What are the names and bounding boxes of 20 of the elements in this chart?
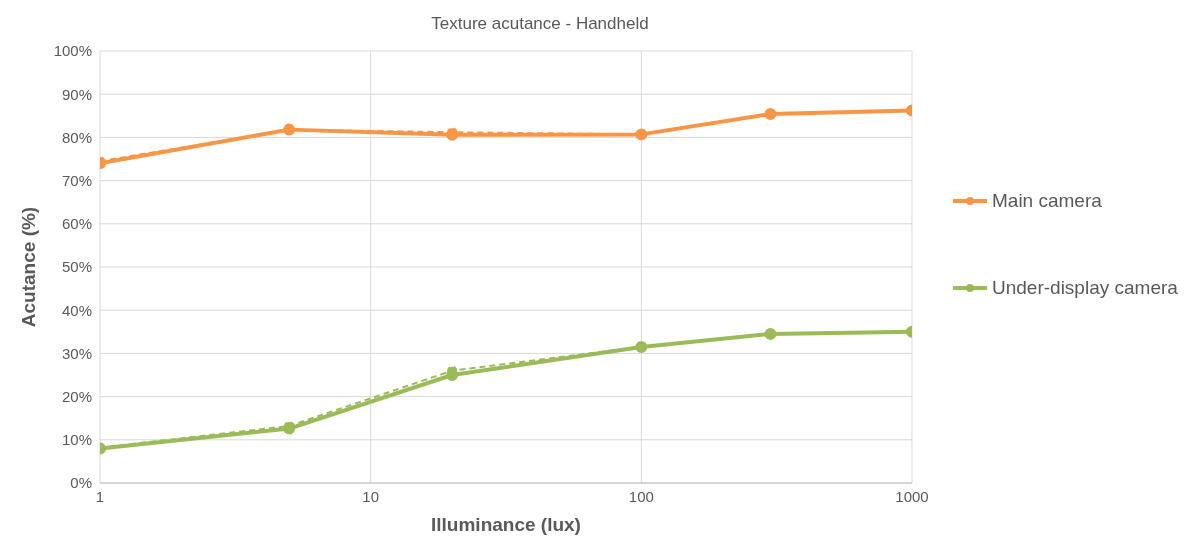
chart-title: Texture acutance - Handheld [430, 14, 650, 34]
y-tick-label: 20% [61, 387, 92, 405]
y-tick-label: 70% [61, 171, 92, 189]
x-axis-title: Illuminance (lux) [431, 514, 581, 535]
x-tick-label: 1 [95, 487, 105, 505]
y-tick-label: 0% [70, 474, 92, 492]
legend-label: Main camera [992, 190, 1102, 213]
y-tick-label: 40% [61, 301, 92, 319]
y-tick-label: 30% [61, 344, 92, 362]
x-tick-label: 1000 [895, 487, 929, 505]
y-axis-title: Acutance (%) [17, 206, 39, 328]
y-tick-label: 50% [61, 258, 92, 276]
y-tick-label: 90% [61, 85, 92, 103]
y-tick-label: 60% [61, 215, 92, 233]
y-tick-label: 80% [61, 128, 92, 146]
x-tick-label: 10 [362, 487, 380, 505]
legend-label: Under-display camera [992, 276, 1178, 299]
x-tick-label: 100 [628, 487, 654, 505]
y-tick-label: 100% [53, 42, 92, 60]
y-tick-label: 10% [61, 431, 92, 449]
